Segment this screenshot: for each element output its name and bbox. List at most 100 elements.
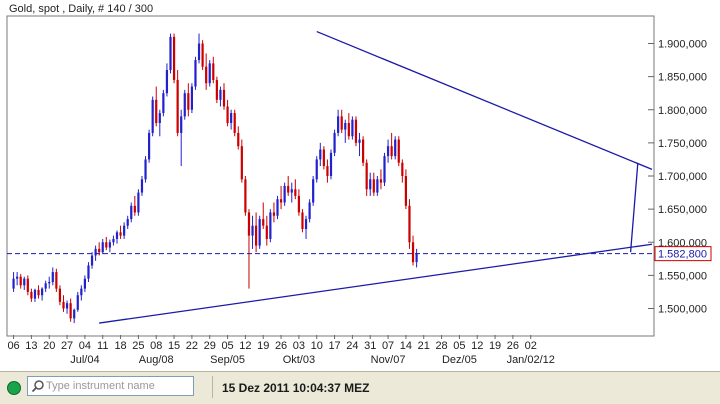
y-tick-label: 1.850,000 xyxy=(658,72,707,84)
price-marker-box xyxy=(654,246,712,262)
candle-up xyxy=(83,278,87,289)
x-day-label: 12 xyxy=(471,340,483,352)
candle-down xyxy=(215,79,218,100)
candle-up xyxy=(76,295,79,310)
x-day-label: 29 xyxy=(204,340,216,352)
candle-up xyxy=(65,303,69,309)
candle-down xyxy=(279,199,283,203)
drawing-objects[interactable] xyxy=(7,30,654,324)
candle-down xyxy=(265,225,268,239)
candle-up xyxy=(44,283,47,289)
price-marker-label: 1.582,800 xyxy=(658,249,707,261)
current-price-marker: 1.582,800 xyxy=(654,246,712,262)
y-axis: 1.500,0001.550,0001.600,0001.650,0001.70… xyxy=(648,39,707,316)
x-day-label: 25 xyxy=(132,340,144,352)
candle-up xyxy=(140,179,144,193)
status-separator xyxy=(212,376,213,398)
candle-up xyxy=(269,212,272,239)
candle-down xyxy=(98,248,101,253)
candle-up xyxy=(333,132,336,153)
candle-up xyxy=(73,309,76,319)
candle-up xyxy=(123,225,126,236)
candle-down xyxy=(379,179,383,183)
search-icon xyxy=(31,380,44,393)
candle-down xyxy=(401,162,404,176)
candle-up xyxy=(147,132,151,160)
y-tick-label: 1.650,000 xyxy=(658,204,707,216)
candle-up xyxy=(319,149,322,160)
trendline xyxy=(99,243,653,324)
candle-down xyxy=(172,36,176,80)
instrument-search-input[interactable] xyxy=(46,378,191,394)
candle-up xyxy=(162,93,165,114)
candle-up xyxy=(137,192,140,213)
candle-down xyxy=(372,179,375,193)
candle-down xyxy=(233,113,236,133)
y-tick-label: 1.500,000 xyxy=(658,304,707,316)
candle-down xyxy=(69,303,72,319)
candle-up xyxy=(376,179,379,193)
x-day-label: 19 xyxy=(257,340,269,352)
candle-up xyxy=(337,116,340,133)
candle-up xyxy=(258,219,261,246)
x-day-label: 21 xyxy=(418,340,430,352)
candle-up xyxy=(386,146,390,157)
candle-down xyxy=(347,123,350,137)
x-day-label: 08 xyxy=(150,340,162,352)
candle-up xyxy=(94,248,97,256)
candle-up xyxy=(358,139,361,143)
candle-down xyxy=(294,189,297,196)
candle-up xyxy=(158,113,161,123)
x-day-label: 18 xyxy=(114,340,126,352)
candle-up xyxy=(283,185,286,203)
instrument-search-box[interactable] xyxy=(27,376,194,396)
candle-down xyxy=(55,272,58,289)
candle-up xyxy=(230,113,233,123)
x-day-label: 26 xyxy=(275,340,287,352)
candle-up xyxy=(130,205,133,220)
candle-down xyxy=(37,289,40,296)
x-month-label: Okt/03 xyxy=(283,354,315,366)
candle-up xyxy=(87,265,90,279)
candle-up xyxy=(315,159,318,180)
candle-up xyxy=(165,70,169,94)
candle-up xyxy=(40,288,44,296)
x-month-label: Jan/02/12 xyxy=(507,354,555,366)
x-day-label: 03 xyxy=(293,340,305,352)
candle-down xyxy=(354,119,358,143)
candle-up xyxy=(290,189,293,193)
trendline xyxy=(316,30,653,170)
x-day-label: 13 xyxy=(25,340,37,352)
candle-up xyxy=(312,179,315,203)
candle-down xyxy=(222,89,226,107)
candle-up xyxy=(369,179,372,190)
candle-down xyxy=(212,63,215,80)
x-month-label: Dez/05 xyxy=(442,354,477,366)
candle-down xyxy=(361,139,365,163)
x-day-label: 06 xyxy=(7,340,19,352)
candle-down xyxy=(408,205,411,243)
candle-down xyxy=(62,301,65,309)
candle-down xyxy=(247,212,251,236)
candle-up xyxy=(304,219,308,229)
x-month-label: Aug/08 xyxy=(139,354,174,366)
candle-up xyxy=(194,60,197,87)
candle-up xyxy=(383,156,386,183)
x-day-label: 17 xyxy=(328,340,340,352)
candle-up xyxy=(394,139,397,157)
x-day-label: 19 xyxy=(489,340,501,352)
candle-up xyxy=(16,276,19,279)
candle-up xyxy=(12,278,15,289)
candle-down xyxy=(365,162,368,190)
x-day-label: 24 xyxy=(346,340,358,352)
candle-up xyxy=(251,225,254,236)
x-month-label: Nov/07 xyxy=(371,354,406,366)
candle-up xyxy=(80,288,83,296)
y-tick-label: 1.800,000 xyxy=(658,105,707,117)
x-day-label: 20 xyxy=(43,340,55,352)
x-day-label: 22 xyxy=(186,340,198,352)
chart-canvas[interactable]: Gold, spot , Daily, # 140 / 300 1.500,00… xyxy=(0,0,720,371)
candle-up xyxy=(308,202,311,220)
status-bar: 15 Dez 2011 10:04:37 MEZ xyxy=(0,371,720,404)
candle-down xyxy=(237,132,240,147)
